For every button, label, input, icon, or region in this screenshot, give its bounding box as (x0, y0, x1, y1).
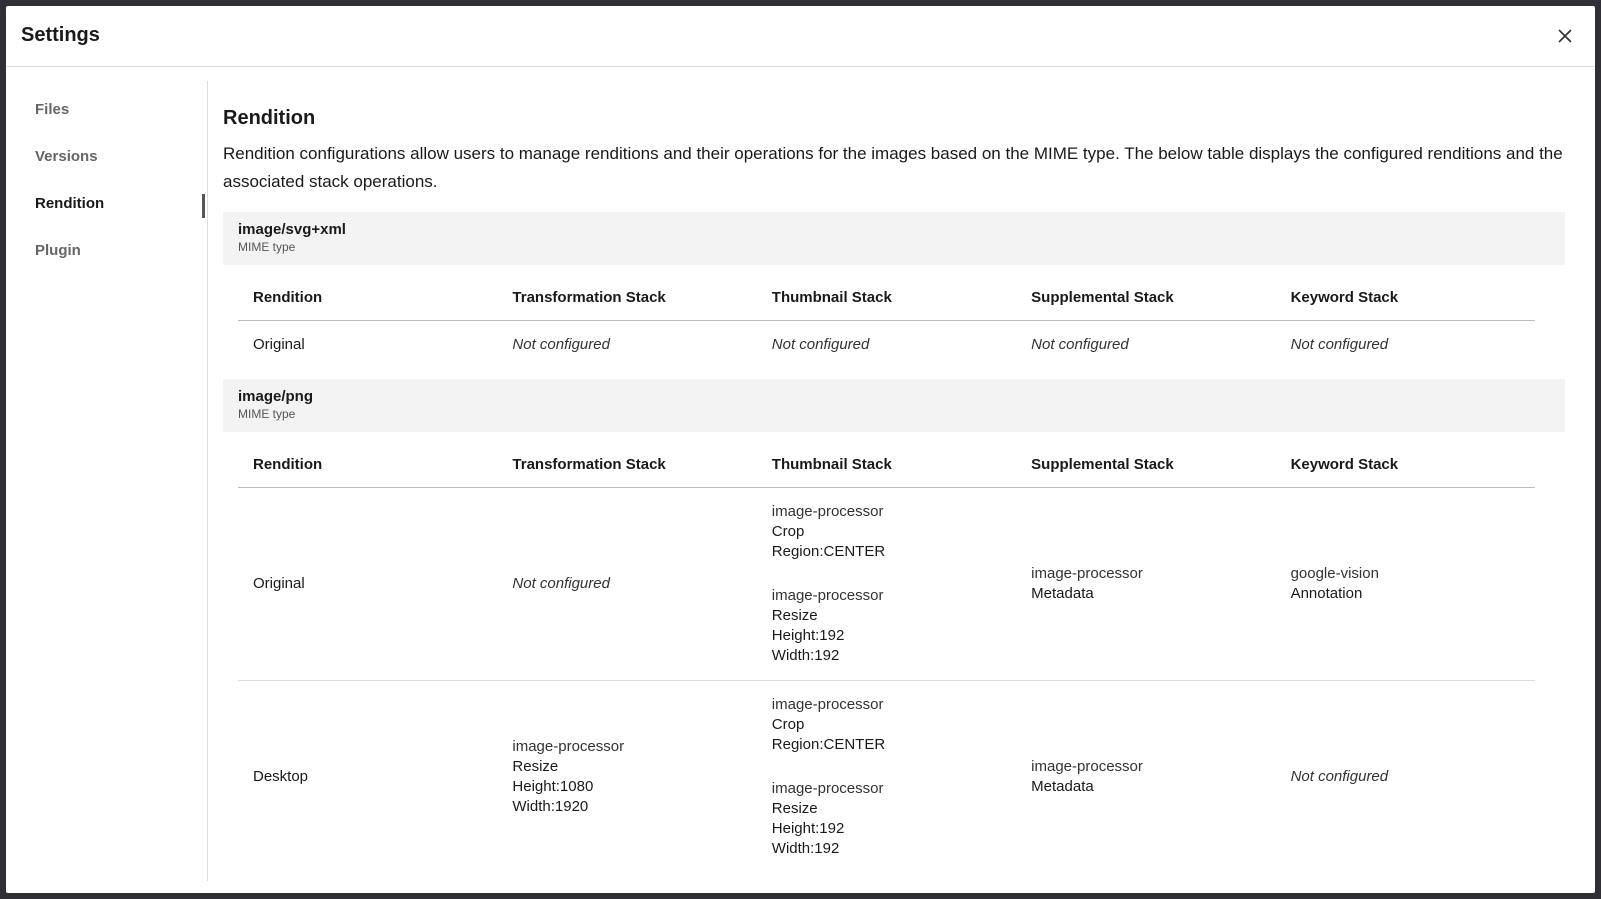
plugin-name: google-vision (1290, 565, 1379, 582)
column-header: Thumbnail Stack (756, 432, 1017, 488)
sidebar: Files Versions Rendition Plugin (6, 81, 208, 881)
rendition-table: Rendition Transformation Stack Thumbnail S… (238, 265, 1535, 369)
table-cell: image-processor Resize Height:1080 Width:19… (497, 680, 757, 873)
column-header: Rendition (238, 265, 498, 321)
operation-group: image-processor Resize Height:192 Width:192 (772, 586, 1001, 666)
mime-label: MIME type (238, 407, 296, 421)
table-cell: image-processor Metadata (1016, 680, 1276, 873)
settings-dialog: Settings Files Versions Rendition Plugin Re… (6, 6, 1595, 893)
content: Rendition Rendition configurations allow… (223, 81, 1595, 893)
column-header: Supplemental Stack (1016, 432, 1276, 488)
header-row: Rendition Transformation Stack Thumbnail S… (238, 432, 1535, 488)
table-row: Original Not configured image-processor Cro… (238, 487, 1535, 681)
rendition-name: Desktop (253, 768, 309, 785)
plugin-name: image-processor (1031, 565, 1143, 582)
content-title: Rendition (223, 107, 316, 129)
table-cell: Original (238, 320, 498, 369)
operation-line: Annotation (1290, 585, 1363, 602)
table-cell: Not configured (1275, 320, 1535, 369)
operation-group: image-processor Resize Height:1080 Width:19… (512, 737, 741, 817)
operation-group: image-processor Metadata (1031, 564, 1260, 604)
operation-line: Height:192 (771, 627, 845, 644)
active-indicator (202, 194, 205, 218)
operation-line: Region:CENTER (771, 736, 886, 753)
mime-header: image/svg+xml MIME type (223, 212, 1565, 265)
table-cell: Original (238, 487, 498, 681)
operation-line: Resize (771, 607, 818, 624)
column-header: Keyword Stack (1275, 432, 1535, 488)
plugin-name: image-processor (1031, 758, 1143, 775)
table-cell: image-processor Metadata (1016, 487, 1276, 681)
column-header: Thumbnail Stack (756, 265, 1017, 321)
not-configured: Not configured (1290, 768, 1389, 785)
not-configured: Not configured (1290, 336, 1389, 353)
table-cell: Desktop (238, 680, 498, 873)
rendition-name: Original (253, 336, 305, 353)
plugin-name: image-processor (771, 696, 884, 713)
mime-section: image/png MIME type Rendition Transformatio… (223, 379, 1565, 873)
plugin-name: image-processor (771, 587, 884, 604)
column-header: Supplemental Stack (1016, 265, 1276, 321)
operation-line: Metadata (1031, 778, 1094, 795)
table-cell: google-vision Annotation (1275, 487, 1535, 681)
nav-item[interactable]: Versions (35, 148, 98, 165)
operation-line: Crop (771, 523, 805, 540)
operation-group: image-processor Crop Region:CENTER (772, 695, 1001, 755)
operation-line: Crop (771, 716, 805, 733)
table-cell: Not configured (497, 320, 757, 369)
operation-line: Resize (771, 800, 818, 817)
not-configured: Not configured (512, 336, 610, 353)
operation-group: image-processor Resize Height:192 Width:192 (772, 779, 1001, 859)
dialog-header: Settings (6, 6, 1595, 67)
header-row: Rendition Transformation Stack Thumbnail S… (238, 265, 1535, 321)
operation-line: Region:CENTER (771, 543, 886, 560)
plugin-name: image-processor (771, 503, 884, 520)
nav-item[interactable]: Rendition (35, 195, 105, 212)
operation-line: Metadata (1031, 585, 1094, 602)
operation-line: Width:1920 (512, 798, 589, 815)
not-configured: Not configured (1031, 336, 1129, 353)
table-row: Desktop image-processor Resize Height:1080 W… (238, 680, 1535, 873)
mime-type: image/svg+xml (238, 221, 346, 238)
operation-group: image-processor Crop Region:CENTER (772, 502, 1001, 562)
table-cell: image-processor Crop Region:CENTER image-pr… (756, 680, 1017, 873)
nav-item[interactable]: Files (35, 101, 70, 118)
rendition-name: Original (253, 575, 305, 592)
operation-line: Resize (512, 758, 559, 775)
table-cell: image-processor Crop Region:CENTER image-pr… (756, 487, 1017, 681)
not-configured: Not configured (771, 336, 870, 353)
operation-line: Height:192 (771, 820, 845, 837)
column-header: Keyword Stack (1275, 265, 1535, 321)
mime-header: image/png MIME type (223, 379, 1565, 432)
description: Rendition configurations allow users to … (223, 144, 1563, 191)
column-header: Rendition (238, 432, 498, 488)
table-cell: Not configured (1275, 680, 1535, 873)
operation-line: Height:1080 (512, 778, 594, 795)
operation-group: image-processor Metadata (1031, 757, 1260, 797)
mime-label: MIME type (238, 240, 296, 254)
table-cell: Not configured (497, 487, 757, 681)
nav-item[interactable]: Plugin (35, 242, 81, 259)
operation-line: Width:192 (771, 840, 840, 857)
dialog-title: Settings (21, 24, 100, 46)
rendition-table: Rendition Transformation Stack Thumbnail S… (238, 432, 1535, 873)
mime-section: image/svg+xml MIME type Rendition Transform… (223, 212, 1565, 369)
table-cell: Not configured (1016, 320, 1276, 369)
not-configured: Not configured (512, 575, 610, 592)
mime-type: image/png (238, 388, 314, 405)
plugin-name: image-processor (771, 780, 884, 797)
operation-group: google-vision Annotation (1291, 564, 1520, 604)
table-cell: Not configured (756, 320, 1017, 369)
close-button[interactable] (1557, 28, 1573, 44)
column-header: Transformation Stack (497, 265, 757, 321)
column-header: Transformation Stack (497, 432, 757, 488)
table-row: Original Not configured Not configured Not … (238, 320, 1535, 369)
operation-line: Width:192 (771, 647, 840, 664)
plugin-name: image-processor (512, 738, 625, 755)
